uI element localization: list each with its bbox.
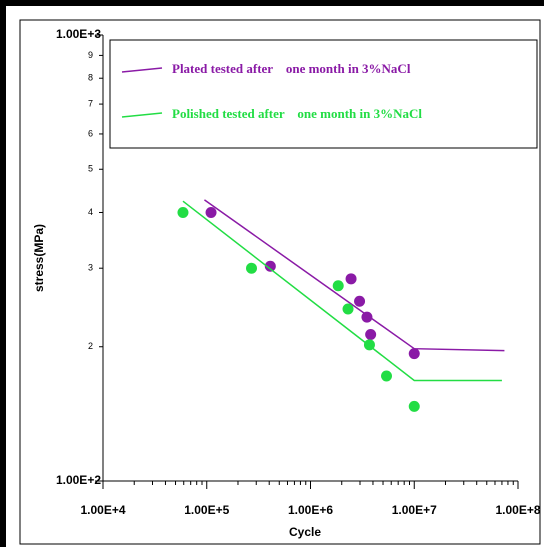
point <box>264 260 276 272</box>
x-tick-label: 1.00E+5 <box>184 503 229 517</box>
y-tick-label: 1.00E+3 <box>56 27 101 41</box>
point <box>205 206 217 218</box>
y-tick-label: 8 <box>88 73 93 83</box>
point <box>408 348 420 360</box>
x-axis-label: Cycle <box>289 525 321 539</box>
y-tick-label: 5 <box>88 164 93 174</box>
point <box>345 273 357 285</box>
y-tick-label: 2 <box>88 341 93 351</box>
y-tick-label: 6 <box>88 128 93 138</box>
point <box>361 311 373 323</box>
x-tick-label: 1.00E+6 <box>288 503 333 517</box>
y-axis-label: stress(MPa) <box>32 224 46 292</box>
inner-frame <box>19 19 541 545</box>
legend-label: Polished tested after one month in 3%NaC… <box>172 106 422 121</box>
point <box>354 295 366 307</box>
point <box>246 262 258 274</box>
y-tick-label: 4 <box>88 207 93 217</box>
y-tick-label: 7 <box>88 98 93 108</box>
point <box>332 280 344 292</box>
point <box>380 370 392 382</box>
legend-box <box>109 39 538 149</box>
point <box>342 303 354 315</box>
legend-line <box>121 112 163 118</box>
point <box>408 400 420 412</box>
x-tick-label: 1.00E+8 <box>495 503 540 517</box>
x-tick-label: 1.00E+7 <box>392 503 437 517</box>
point <box>365 329 377 341</box>
y-tick-label: 1.00E+2 <box>56 473 101 487</box>
y-tick-label: 3 <box>88 263 93 273</box>
point <box>363 339 375 351</box>
point <box>177 206 189 218</box>
fit-line <box>182 200 502 382</box>
legend-label: Plated tested after one month in 3%NaCl <box>172 61 411 76</box>
x-tick-label: 1.00E+4 <box>80 503 125 517</box>
y-tick-label: 9 <box>88 50 93 60</box>
legend-line <box>121 67 163 73</box>
